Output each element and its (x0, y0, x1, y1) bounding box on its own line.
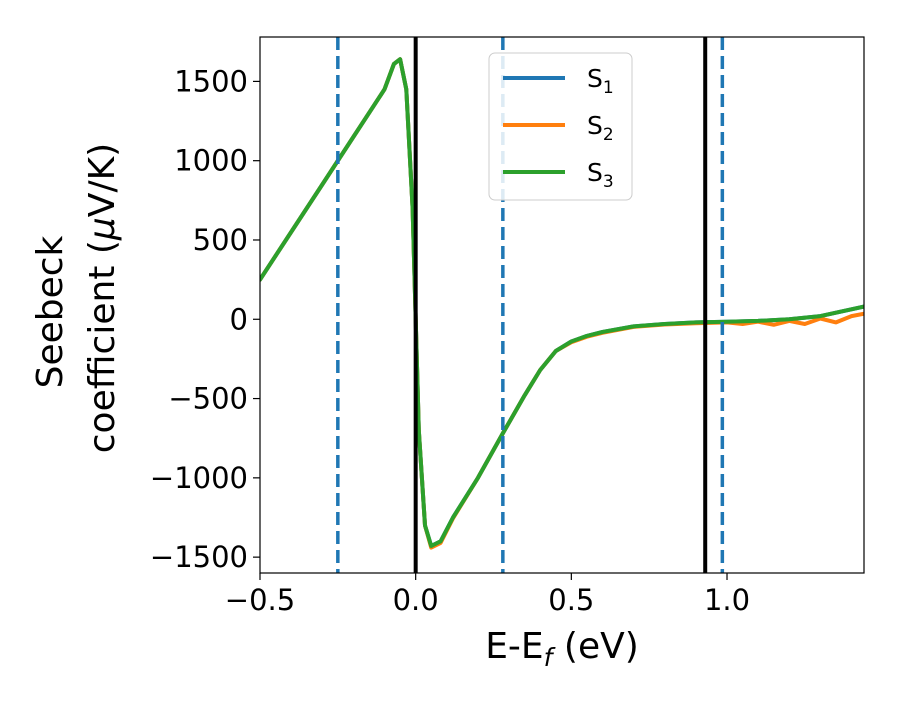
plot-frame (259, 36, 865, 574)
y-tick-label: −500 (168, 382, 248, 416)
y-tick-label: 1500 (174, 64, 248, 98)
x-tick-label: −0.5 (225, 583, 295, 617)
x-tick-label: 0.5 (548, 583, 594, 617)
y-axis-label-line1: Seebeck (30, 235, 71, 388)
axis-ticks: −0.5 0.0 0.5 1.0 −1500 −1000 −500 0 500 1000 1500 (150, 64, 750, 617)
legend-label-s3: S3 (587, 158, 614, 192)
legend: S1 S2 S3 (488, 52, 633, 201)
x-tick-label: 1.0 (704, 583, 750, 617)
y-axis-label: Seebeck coefficient (μV/K) (30, 143, 123, 453)
y-tick-label: 500 (193, 223, 248, 257)
y-tick-label: −1500 (150, 540, 248, 574)
y-tick-label: −1000 (150, 461, 248, 495)
y-tick-label: 0 (230, 302, 248, 336)
legend-label-s2: S2 (587, 111, 614, 145)
legend-label-s1: S1 (587, 64, 614, 98)
y-axis-label-line2: coefficient (μV/K) (82, 143, 123, 453)
plot-area (260, 37, 864, 573)
series-line-s3 (260, 57, 864, 548)
y-tick-label: 1000 (174, 144, 248, 178)
x-axis-label: E-Ef (eV) (485, 626, 639, 672)
x-tick-label: 0.0 (393, 583, 439, 617)
